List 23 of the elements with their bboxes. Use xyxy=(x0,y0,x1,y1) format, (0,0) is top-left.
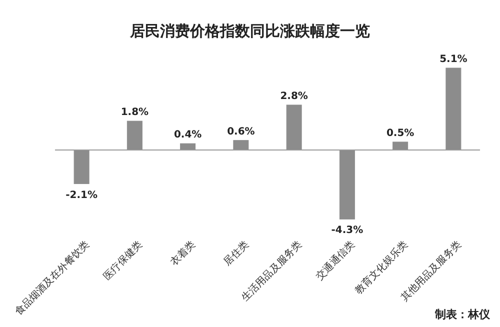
x-tick-label: 医疗保健类 xyxy=(100,238,145,282)
data-label: 0.4% xyxy=(174,130,202,141)
data-label: 0.5% xyxy=(386,128,414,139)
x-tick-label: 食品烟酒及在外餐饮类 xyxy=(12,238,92,318)
bar xyxy=(74,150,90,184)
data-label: 5.1% xyxy=(440,54,468,65)
bar xyxy=(286,104,302,150)
bar xyxy=(126,120,142,150)
bar xyxy=(392,142,408,150)
bar xyxy=(233,140,249,150)
bar xyxy=(446,68,462,150)
data-label: 0.6% xyxy=(227,126,255,138)
data-label: -2.1% xyxy=(66,190,98,201)
x-tick-label: 衣着类 xyxy=(168,238,198,268)
chart-title: 居民消费价格指数同比涨跌幅度一览 xyxy=(129,22,370,40)
data-label: 1.8% xyxy=(120,107,149,118)
text: 制表：林仪 xyxy=(434,308,491,321)
x-tick-label: 交通通信类 xyxy=(313,238,358,282)
data-label: -4.3% xyxy=(331,225,364,236)
data-label: 2.8% xyxy=(280,90,308,102)
x-tick-label: 居住类 xyxy=(221,238,252,268)
bar xyxy=(180,143,196,150)
bar xyxy=(339,150,355,220)
